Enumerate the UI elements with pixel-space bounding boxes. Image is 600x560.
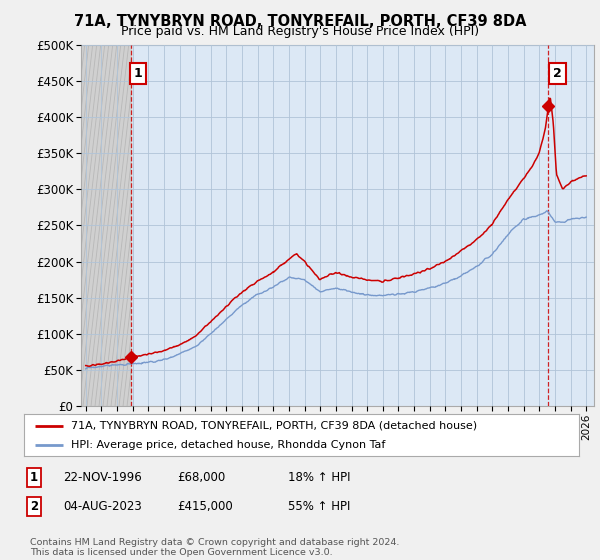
Text: 22-NOV-1996: 22-NOV-1996 [63, 470, 142, 484]
Polygon shape [81, 45, 131, 406]
Text: £415,000: £415,000 [177, 500, 233, 514]
Text: 1: 1 [133, 67, 142, 80]
Text: 18% ↑ HPI: 18% ↑ HPI [288, 470, 350, 484]
Text: Price paid vs. HM Land Registry's House Price Index (HPI): Price paid vs. HM Land Registry's House … [121, 25, 479, 38]
Text: 2: 2 [30, 500, 38, 514]
Text: 55% ↑ HPI: 55% ↑ HPI [288, 500, 350, 514]
Text: £68,000: £68,000 [177, 470, 225, 484]
Text: 71A, TYNYBRYN ROAD, TONYREFAIL, PORTH, CF39 8DA (detached house): 71A, TYNYBRYN ROAD, TONYREFAIL, PORTH, C… [71, 421, 478, 431]
Text: 2: 2 [553, 67, 562, 80]
Text: HPI: Average price, detached house, Rhondda Cynon Taf: HPI: Average price, detached house, Rhon… [71, 440, 386, 450]
Text: Contains HM Land Registry data © Crown copyright and database right 2024.
This d: Contains HM Land Registry data © Crown c… [30, 538, 400, 557]
Text: 71A, TYNYBRYN ROAD, TONYREFAIL, PORTH, CF39 8DA: 71A, TYNYBRYN ROAD, TONYREFAIL, PORTH, C… [74, 14, 526, 29]
Text: 1: 1 [30, 470, 38, 484]
Text: 04-AUG-2023: 04-AUG-2023 [63, 500, 142, 514]
